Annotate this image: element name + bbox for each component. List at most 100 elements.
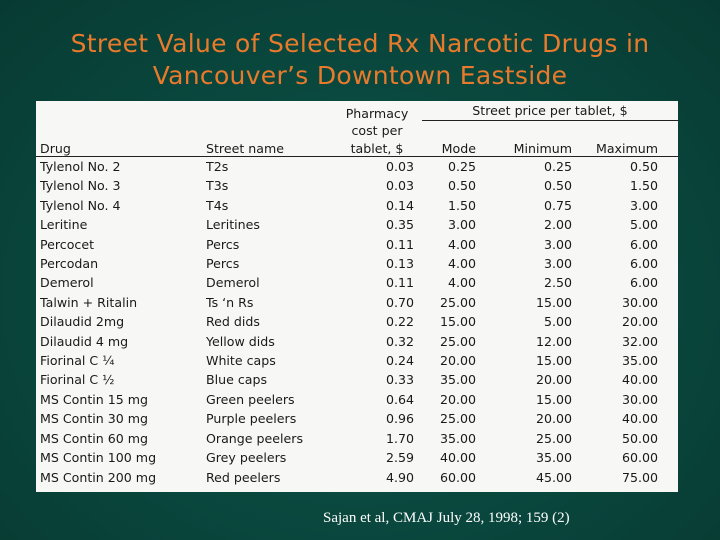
mode-price-cell: 15.00 bbox=[439, 314, 476, 330]
mode-price-cell: 20.00 bbox=[439, 391, 476, 407]
maximum-price-cell: 30.00 bbox=[621, 294, 659, 310]
street-price-group-header: Street price per tablet, $ bbox=[422, 101, 678, 121]
table-row: Tylenol No. 2 T2s 0.03 0.25 0.25 0.50 bbox=[36, 157, 678, 176]
table-row: Leritine Leritines 0.35 3.00 2.00 5.00 bbox=[36, 215, 678, 234]
citation: Sajan et al, CMAJ July 28, 1998; 159 (2) bbox=[323, 510, 570, 526]
street-name-cell: Grey peelers bbox=[206, 450, 287, 466]
street-name-cell: Red dids bbox=[206, 314, 260, 330]
minimum-price-cell: 2.50 bbox=[543, 275, 572, 291]
table-row: Fiorinal C ½ Blue caps 0.33 35.00 20.00 40.00 bbox=[36, 370, 678, 389]
drug-cell: MS Contin 30 mg bbox=[40, 411, 149, 427]
pharmacy-cost-cell: 2.59 bbox=[385, 450, 414, 466]
table-row: Fiorinal C ¼ White caps 0.24 20.00 15.00 35.0… bbox=[36, 351, 678, 370]
street-name-cell: Leritines bbox=[206, 217, 260, 233]
minimum-price-cell: 0.75 bbox=[543, 197, 572, 213]
minimum-price-cell: 20.00 bbox=[535, 411, 572, 427]
maximum-price-cell: 40.00 bbox=[621, 411, 659, 427]
drug-cell: Tylenol No. 3 bbox=[40, 178, 121, 194]
pharmacy-header-line-2: cost per bbox=[351, 123, 403, 138]
mode-price-cell: 35.00 bbox=[439, 372, 476, 388]
drug-cell: MS Contin 100 mg bbox=[40, 450, 157, 466]
maximum-price-cell: 6.00 bbox=[629, 275, 659, 291]
table-row: Talwin + Ritalin Ts ‘n Rs 0.70 25.00 15.00 30… bbox=[36, 293, 678, 312]
column-header-mode: Mode bbox=[441, 141, 476, 156]
mode-price-cell: 4.00 bbox=[447, 256, 476, 272]
street-name-cell: T2s bbox=[206, 159, 229, 174]
pharmacy-cost-cell: 0.96 bbox=[385, 411, 414, 427]
slide-title-line-1: Street Value of Selected Rx Narcotic Dru… bbox=[70, 29, 650, 58]
mode-price-cell: 0.50 bbox=[447, 178, 476, 194]
mode-price-cell: 3.00 bbox=[447, 217, 476, 233]
mode-price-cell: 40.00 bbox=[439, 450, 476, 466]
maximum-price-cell: 6.00 bbox=[629, 256, 659, 272]
pharmacy-cost-cell: 0.24 bbox=[385, 353, 414, 369]
maximum-price-cell: 5.00 bbox=[629, 217, 659, 233]
maximum-price-cell: 1.50 bbox=[629, 178, 659, 194]
pharmacy-cost-cell: 0.03 bbox=[385, 178, 414, 194]
column-header-maximum: Maximum bbox=[595, 141, 659, 156]
pharmacy-cost-cell: 0.11 bbox=[385, 275, 414, 291]
table-row: Dilaudid 4 mg Yellow dids 0.32 25.00 12.00 32… bbox=[36, 332, 678, 351]
maximum-price-cell: 3.00 bbox=[629, 197, 659, 213]
drug-cell: Dilaudid 2mg bbox=[40, 314, 125, 330]
minimum-price-cell: 15.00 bbox=[535, 353, 572, 369]
pharmacy-cost-cell: 0.33 bbox=[385, 372, 414, 388]
mode-price-cell: 25.00 bbox=[439, 411, 476, 427]
table-row: MS Contin 60 mg Orange peelers 1.70 35.00 25… bbox=[36, 429, 678, 448]
maximum-price-cell: 75.00 bbox=[621, 469, 659, 485]
pharmacy-header-line-3: tablet, $ bbox=[350, 141, 404, 156]
drug-cell: Fiorinal C ¼ bbox=[40, 353, 115, 369]
pharmacy-cost-cell: 0.64 bbox=[385, 391, 414, 407]
drug-cell: Tylenol No. 4 bbox=[40, 197, 121, 213]
slide-title: Street Value of Selected Rx Narcotic Dru… bbox=[0, 28, 720, 92]
minimum-price-cell: 2.00 bbox=[543, 217, 572, 233]
table-row: Tylenol No. 3 T3s 0.03 0.50 0.50 1.50 bbox=[36, 176, 678, 195]
header-rule bbox=[36, 156, 678, 157]
minimum-price-cell: 45.00 bbox=[535, 469, 572, 485]
drug-cell: Fiorinal C ½ bbox=[40, 372, 115, 388]
pharmacy-cost-cell: 0.22 bbox=[385, 314, 414, 330]
pharmacy-cost-cell: 0.11 bbox=[385, 236, 414, 252]
street-name-cell: T4s bbox=[206, 197, 229, 213]
minimum-price-cell: 5.00 bbox=[543, 314, 572, 330]
street-name-cell: Orange peelers bbox=[206, 430, 304, 446]
header-row-2: cost per bbox=[36, 121, 678, 139]
maximum-price-cell: 50.00 bbox=[621, 430, 659, 446]
maximum-price-cell: 6.00 bbox=[629, 236, 659, 252]
maximum-price-cell: 32.00 bbox=[621, 333, 659, 349]
mode-price-cell: 4.00 bbox=[447, 275, 476, 291]
street-name-cell: Percs bbox=[206, 236, 240, 252]
street-name-cell: Red peelers bbox=[206, 469, 281, 485]
drug-cell: MS Contin 15 mg bbox=[40, 391, 149, 407]
pharmacy-cost-cell: 0.35 bbox=[385, 217, 414, 233]
minimum-price-cell: 0.50 bbox=[543, 178, 572, 194]
pharmacy-cost-cell: 0.03 bbox=[385, 159, 414, 174]
street-name-cell: Yellow dids bbox=[206, 333, 275, 349]
maximum-price-cell: 40.00 bbox=[621, 372, 659, 388]
mode-price-cell: 20.00 bbox=[439, 353, 476, 369]
table-row: MS Contin 15 mg Green peelers 0.64 20.00 15.… bbox=[36, 390, 678, 409]
table-row: Demerol Demerol 0.11 4.00 2.50 6.00 bbox=[36, 273, 678, 292]
minimum-price-cell: 35.00 bbox=[535, 450, 572, 466]
minimum-price-cell: 0.25 bbox=[543, 159, 572, 174]
table-row: Percocet Percs 0.11 4.00 3.00 6.00 bbox=[36, 235, 678, 254]
street-name-cell: Demerol bbox=[206, 275, 260, 291]
pharmacy-cost-cell: 4.90 bbox=[385, 469, 414, 485]
drug-cell: Talwin + Ritalin bbox=[40, 294, 138, 310]
table-row: Percodan Percs 0.13 4.00 3.00 6.00 bbox=[36, 254, 678, 273]
column-header-street-name: Street name bbox=[206, 141, 284, 156]
table-row: MS Contin 30 mg Purple peelers 0.96 25.00 20… bbox=[36, 409, 678, 428]
maximum-price-cell: 20.00 bbox=[621, 314, 659, 330]
mode-price-cell: 60.00 bbox=[439, 469, 476, 485]
slide-title-line-2: Vancouver’s Downtown Eastside bbox=[152, 61, 568, 90]
mode-price-cell: 25.00 bbox=[439, 294, 476, 310]
street-name-cell: T3s bbox=[206, 178, 229, 194]
minimum-price-cell: 25.00 bbox=[535, 430, 572, 446]
mode-price-cell: 25.00 bbox=[439, 333, 476, 349]
drug-cell: Dilaudid 4 mg bbox=[40, 333, 129, 349]
table-row: MS Contin 100 mg Grey peelers 2.59 40.00 35.… bbox=[36, 448, 678, 467]
table-row: Tylenol No. 4 T4s 0.14 1.50 0.75 3.00 bbox=[36, 196, 678, 215]
drug-cell: Leritine bbox=[40, 217, 88, 233]
street-name-cell: Green peelers bbox=[206, 391, 295, 407]
maximum-price-cell: 35.00 bbox=[621, 353, 659, 369]
